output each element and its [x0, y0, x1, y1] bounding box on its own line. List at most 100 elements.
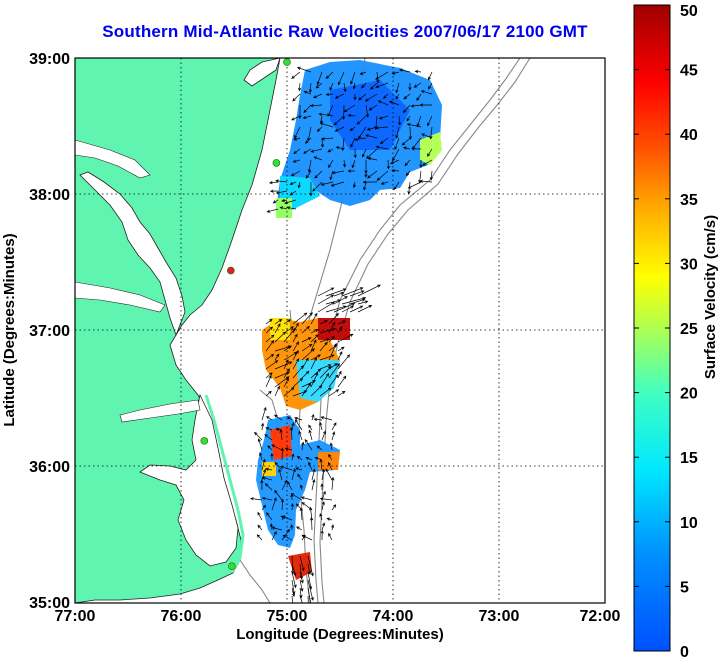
- velocity-arrow: [333, 296, 348, 305]
- velocity-arrow: [350, 137, 356, 148]
- velocity-arrow: [358, 93, 367, 101]
- velocity-arrow: [325, 71, 334, 79]
- y-axis-label: Latitude (Degrees:Minutes): [1, 233, 18, 426]
- velocity-arrow: [319, 122, 334, 128]
- velocity-arrow: [416, 93, 422, 101]
- velocity-arrow: [319, 341, 328, 352]
- velocity-arrow: [274, 353, 280, 361]
- velocity-arrow: [303, 148, 312, 154]
- velocity-arrow: [280, 515, 293, 521]
- velocity-arrow: [325, 288, 347, 297]
- velocity-arrow: [328, 342, 337, 361]
- velocity-arrow: [319, 387, 332, 397]
- velocity-arrow: [295, 467, 303, 471]
- velocity-arrow: [328, 363, 338, 370]
- velocity-arrow: [309, 516, 314, 531]
- velocity-arrow: [309, 104, 323, 108]
- colorbar-tick-label: 10: [680, 515, 698, 532]
- velocity-arrow: [266, 208, 279, 213]
- velocity-arrow: [327, 148, 334, 153]
- velocity-arrow: [264, 434, 273, 441]
- barrier-islands: [204, 394, 245, 573]
- velocity-arrow: [296, 455, 303, 461]
- velocity-arrow: [286, 416, 293, 421]
- velocity-arrow: [264, 483, 273, 491]
- velocity-arrow: [301, 343, 313, 352]
- colorbar: [633, 4, 671, 652]
- velocity-arrow: [406, 123, 422, 128]
- velocity-arrow: [269, 523, 274, 531]
- velocity-arrow: [274, 323, 281, 334]
- velocity-arrow: [326, 517, 333, 521]
- velocity-arrow: [347, 113, 356, 118]
- velocity-arrow: [287, 481, 293, 491]
- velocity-arrow: [408, 82, 412, 91]
- velocity-arrow: [357, 284, 381, 297]
- velocity-arrow: [375, 82, 389, 88]
- chesapeake-bay: [79, 171, 186, 337]
- velocity-arrow: [310, 354, 322, 361]
- velocity-arrow: [319, 421, 323, 431]
- velocity-arrow: [274, 319, 283, 325]
- velocity-arrow: [407, 181, 422, 189]
- velocity-arrow: [292, 322, 299, 334]
- velocity-arrow: [281, 528, 290, 541]
- velocity-arrow: [261, 476, 273, 481]
- bay-tributary-2: [75, 281, 166, 313]
- velocity-arrow: [306, 595, 310, 603]
- velocity-arrow: [419, 159, 423, 169]
- velocity-arrow: [320, 416, 333, 421]
- velocity-arrow: [401, 137, 411, 146]
- velocity-arrow: [352, 181, 357, 189]
- velocity-arrow: [261, 406, 267, 421]
- velocity-arrow: [301, 370, 310, 379]
- velocity-arrow: [364, 93, 378, 102]
- station-marker: [228, 562, 236, 571]
- velocity-arrow: [395, 93, 400, 100]
- velocity-arrow: [310, 148, 323, 153]
- velocity-arrow: [386, 159, 390, 170]
- velocity-arrow: [331, 476, 335, 491]
- map-title: Southern Mid-Atlantic Raw Velocities 200…: [102, 22, 588, 41]
- velocity-arrow: [337, 326, 343, 334]
- velocity-arrow: [301, 534, 313, 541]
- velocity-arrow: [378, 115, 389, 120]
- velocity-arrow: [428, 82, 433, 90]
- velocity-arrow: [308, 424, 313, 431]
- velocity-arrow: [317, 294, 335, 305]
- station-markers: [200, 58, 291, 571]
- delaware-bay: [243, 58, 281, 87]
- bay-tributary: [75, 139, 151, 179]
- velocity-arrow: [291, 571, 297, 589]
- velocity-arrow: [291, 563, 297, 577]
- velocity-arrow: [325, 468, 333, 481]
- colorbar-tick-label: 15: [680, 450, 698, 467]
- velocity-arrow: [316, 126, 323, 132]
- velocity-arrow: [429, 126, 433, 140]
- velocity-arrow: [265, 372, 273, 379]
- lat-tick: 37:00: [29, 323, 70, 340]
- velocity-arrow: [269, 189, 279, 193]
- velocity-arrow: [341, 305, 355, 313]
- velocity-arrow: [367, 157, 378, 161]
- velocity-arrow: [419, 179, 433, 183]
- velocity-arrow: [265, 334, 275, 343]
- velocity-arrow: [328, 374, 339, 388]
- velocity-arrow: [301, 348, 315, 361]
- velocity-arrow: [347, 169, 356, 173]
- velocity-arrow: [297, 82, 302, 92]
- velocity-arrow: [250, 497, 263, 501]
- velocity-arrow: [274, 489, 283, 501]
- velocity-arrow: [419, 103, 433, 107]
- velocity-arrow: [291, 422, 295, 431]
- velocity-arrow: [283, 326, 294, 334]
- velocity-arrow: [342, 159, 347, 168]
- velocity-arrow: [328, 312, 339, 325]
- velocity-arrow: [299, 571, 304, 584]
- velocity-arrow: [308, 82, 312, 94]
- velocity-arrow: [304, 439, 313, 451]
- colorbar-tick-label: 0: [680, 644, 689, 659]
- velocity-arrow: [260, 422, 265, 431]
- lat-tick-labels: 39:00 38:00 37:00 36:00 35:00: [29, 51, 70, 612]
